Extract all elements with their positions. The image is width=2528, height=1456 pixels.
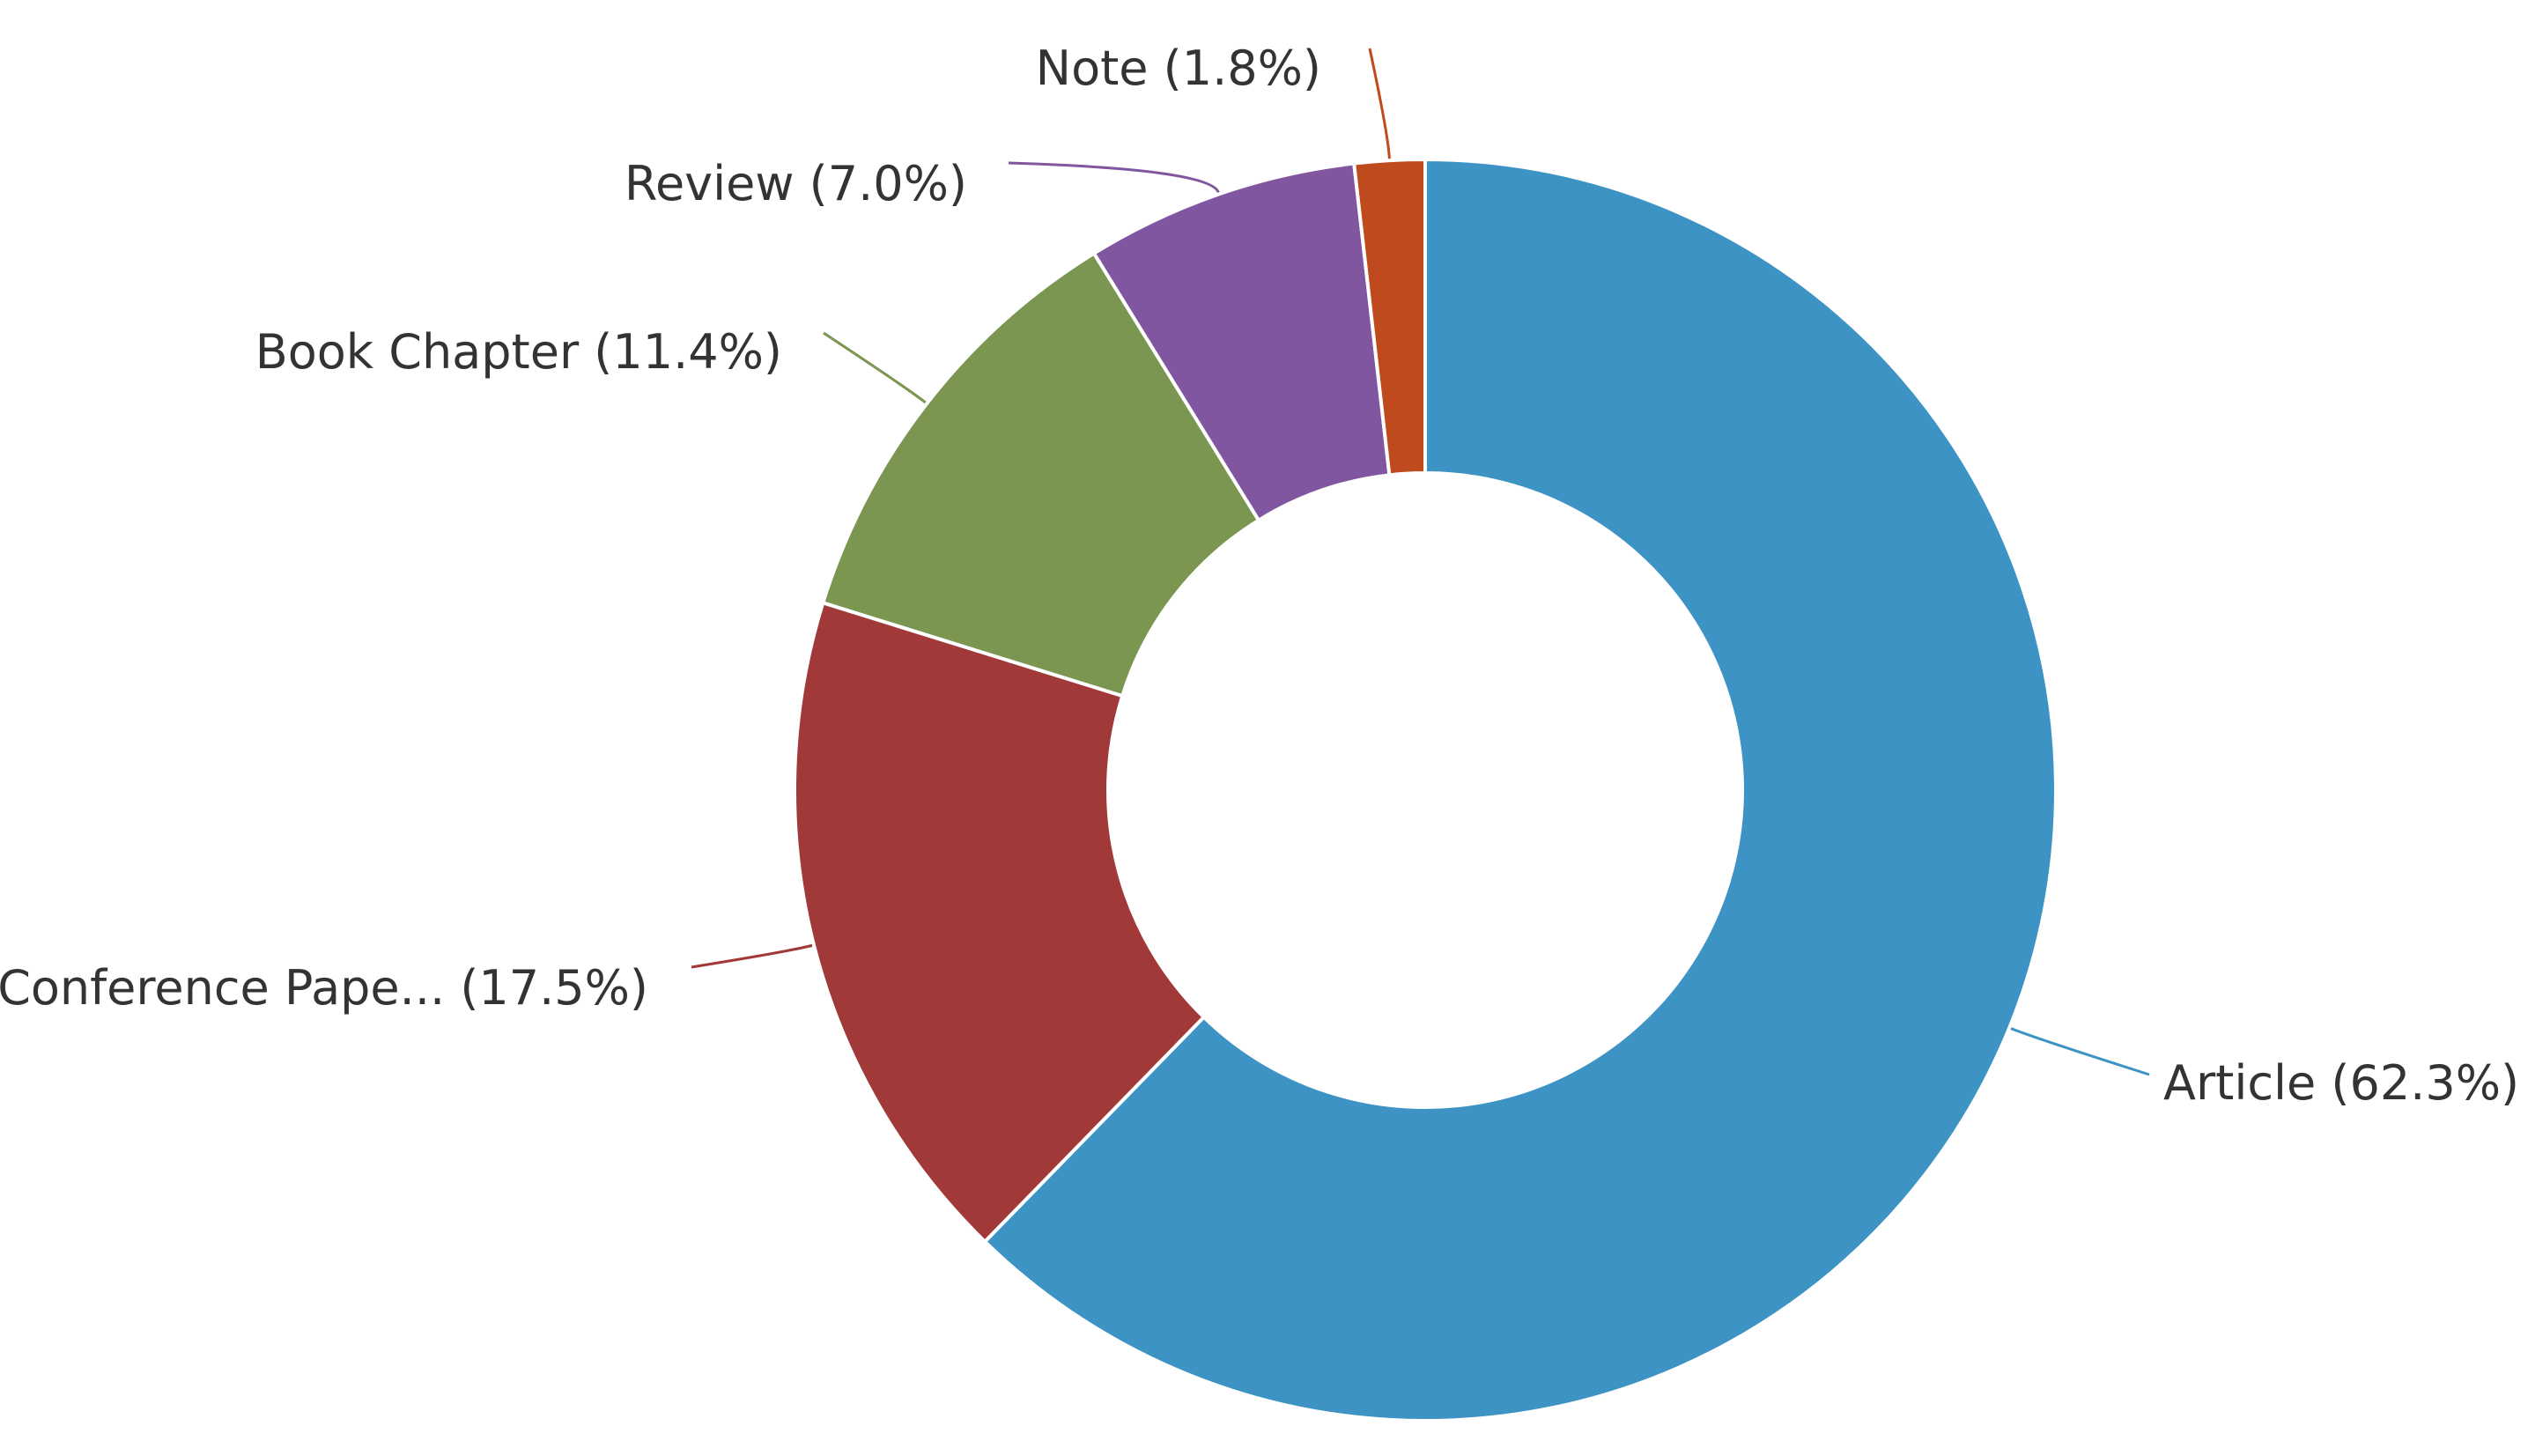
leader-line [691, 943, 813, 969]
slice-labels: Article (62.3%) Conference Pape... (17.5… [0, 41, 2519, 1111]
leader-line [823, 331, 927, 404]
label-review: Review (7.0%) [625, 156, 967, 211]
leader-line [1008, 161, 1220, 194]
slice-book-chapter [820, 250, 1261, 698]
label-note: Note (1.8%) [1036, 41, 1321, 96]
label-article: Article (62.3%) [2163, 1055, 2519, 1111]
leader-line [2010, 1027, 2150, 1076]
slices [793, 157, 2058, 1423]
slice-note [1351, 157, 1427, 477]
leader-line [1368, 48, 1391, 159]
leader-lines [691, 48, 2150, 1076]
label-conference-paper: Conference Pape... (17.5%) [0, 960, 648, 1016]
label-book-chapter: Book Chapter (11.4%) [255, 324, 782, 380]
slice-conference-pape [793, 600, 1207, 1245]
slice-article [982, 157, 2058, 1423]
